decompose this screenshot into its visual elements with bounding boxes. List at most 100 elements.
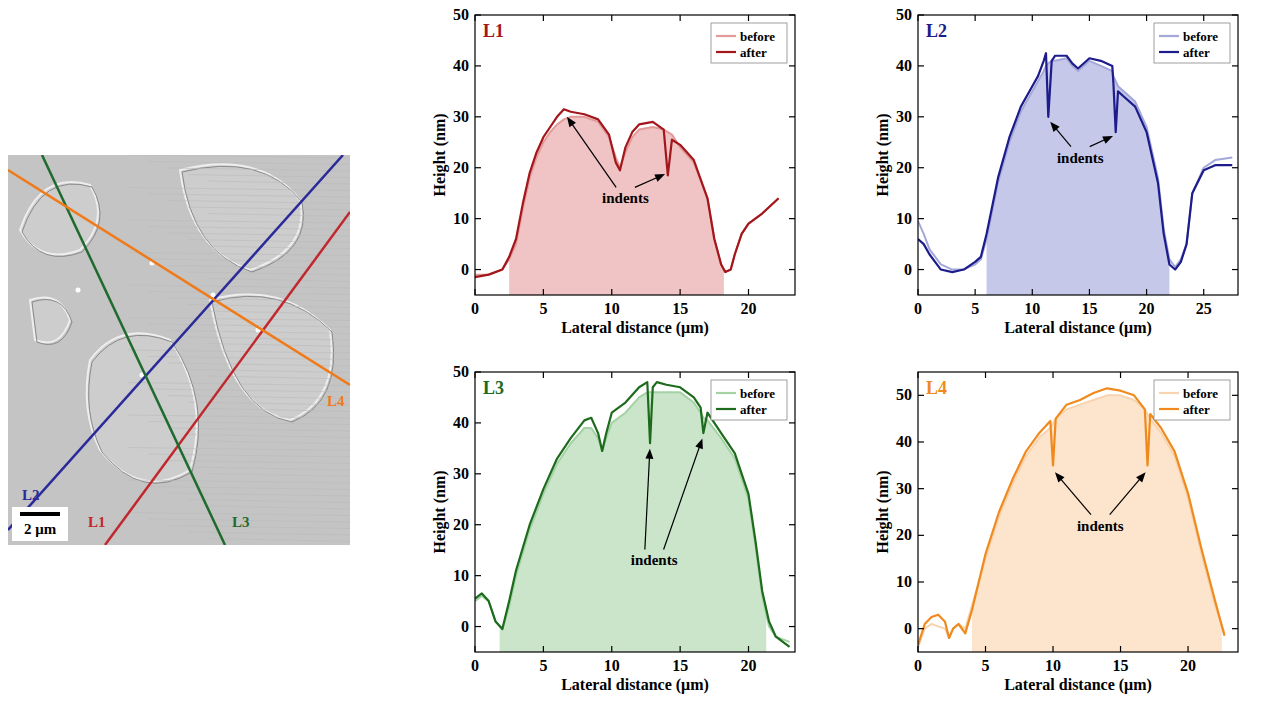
x-tick-label: 0 <box>914 657 922 674</box>
annotation-arrow <box>1055 472 1091 514</box>
panel: 0510152001020304050Lateral distance (μm)… <box>431 6 795 337</box>
scan-line <box>128 350 350 353</box>
scan-line <box>148 162 350 165</box>
annotation-text: indents <box>602 190 649 206</box>
x-tick-label: 10 <box>604 657 620 674</box>
x-tick-label: 15 <box>1113 657 1129 674</box>
profile-line <box>8 155 343 530</box>
arrow-shaft <box>635 177 658 187</box>
x-tick-label: 10 <box>1045 657 1061 674</box>
legend-label: before <box>1183 29 1218 44</box>
y-tick <box>789 269 795 270</box>
scan-line <box>208 344 350 347</box>
scan-line <box>168 298 350 301</box>
series-line <box>475 392 790 641</box>
y-tick-label: 20 <box>453 516 469 533</box>
scan-line <box>128 253 350 256</box>
scan-line <box>128 415 350 418</box>
scan-line <box>148 487 350 490</box>
plot-frame <box>918 15 1238 295</box>
x-tick-label: 20 <box>741 300 757 317</box>
x-tick <box>1187 646 1188 652</box>
arrow-head <box>567 117 576 127</box>
annotation-arrow <box>1090 136 1113 147</box>
y-tick <box>789 473 795 474</box>
x-tick-label: 5 <box>971 300 979 317</box>
y-tick <box>789 524 795 525</box>
y-tick <box>1232 269 1238 270</box>
legend-label: before <box>740 386 775 401</box>
y-tick-label: 50 <box>896 6 912 23</box>
y-tick-label: 0 <box>461 618 469 635</box>
y-tick <box>918 167 924 168</box>
scan-line <box>208 539 350 542</box>
legend-box <box>711 380 787 420</box>
legend-label: before <box>1183 386 1218 401</box>
y-tick-label: 10 <box>896 573 912 590</box>
x-axis-title: Lateral distance (μm) <box>561 676 709 694</box>
x-tick-label: 15 <box>672 657 688 674</box>
arrow-shaft <box>1110 478 1141 514</box>
afm-image: L1L2L3L42 μm <box>8 155 350 545</box>
scan-line <box>168 266 350 269</box>
scan-line <box>128 285 350 288</box>
x-tick <box>680 15 681 21</box>
scan-line <box>208 441 350 444</box>
scan-line <box>188 402 350 405</box>
plot-frame <box>918 372 1238 652</box>
arrow-head <box>1102 136 1113 144</box>
x-tick <box>748 372 749 378</box>
series-line <box>918 58 1232 269</box>
profile-label: L2 <box>22 487 40 503</box>
y-tick-label: 40 <box>896 433 912 450</box>
y-tick <box>789 626 795 627</box>
legend-swatch <box>1159 35 1179 37</box>
legend-label: after <box>740 45 767 60</box>
image-ground <box>8 155 350 545</box>
profile-line <box>42 155 225 545</box>
y-tick <box>1232 14 1238 15</box>
x-tick <box>985 646 986 652</box>
y-tick <box>918 535 924 536</box>
annotation-text: indents <box>1077 518 1124 534</box>
y-tick-label: 30 <box>453 465 469 482</box>
panel-title: L2 <box>926 21 947 41</box>
x-tick <box>975 289 976 295</box>
x-tick <box>1032 289 1033 295</box>
x-tick <box>975 15 976 21</box>
x-tick <box>680 372 681 378</box>
y-tick-label: 10 <box>896 210 912 227</box>
grains <box>8 155 350 545</box>
x-tick <box>543 372 544 378</box>
x-tick <box>917 372 918 378</box>
scan-line <box>148 194 350 197</box>
y-tick <box>1232 218 1238 219</box>
arrow-head <box>1050 122 1059 132</box>
x-tick <box>917 646 918 652</box>
figure: L1L2L3L42 μm0510152001020304050Lateral d… <box>0 0 1285 703</box>
annotation-arrow <box>664 438 703 549</box>
y-tick <box>918 395 924 396</box>
x-tick <box>543 646 544 652</box>
scan-line <box>168 233 350 236</box>
panel-title: L1 <box>483 21 504 41</box>
scan-line <box>128 480 350 483</box>
legend-swatch <box>1159 51 1179 53</box>
y-tick-label: 30 <box>453 108 469 125</box>
x-tick <box>611 372 612 378</box>
indent-dot <box>76 288 81 293</box>
profile-label: L1 <box>88 514 106 530</box>
scan-line <box>188 272 350 275</box>
scan-line <box>188 305 350 308</box>
y-tick <box>918 116 924 117</box>
scan-line <box>148 357 350 360</box>
arrow-shaft <box>664 446 700 549</box>
scan-line <box>168 428 350 431</box>
scale-bar <box>20 512 60 516</box>
y-tick <box>1232 581 1238 582</box>
arrow-shaft <box>1090 139 1106 146</box>
plot-area <box>918 388 1224 652</box>
scan-line <box>168 526 350 529</box>
legend-swatch <box>1159 408 1179 410</box>
legend-swatch <box>716 35 736 37</box>
